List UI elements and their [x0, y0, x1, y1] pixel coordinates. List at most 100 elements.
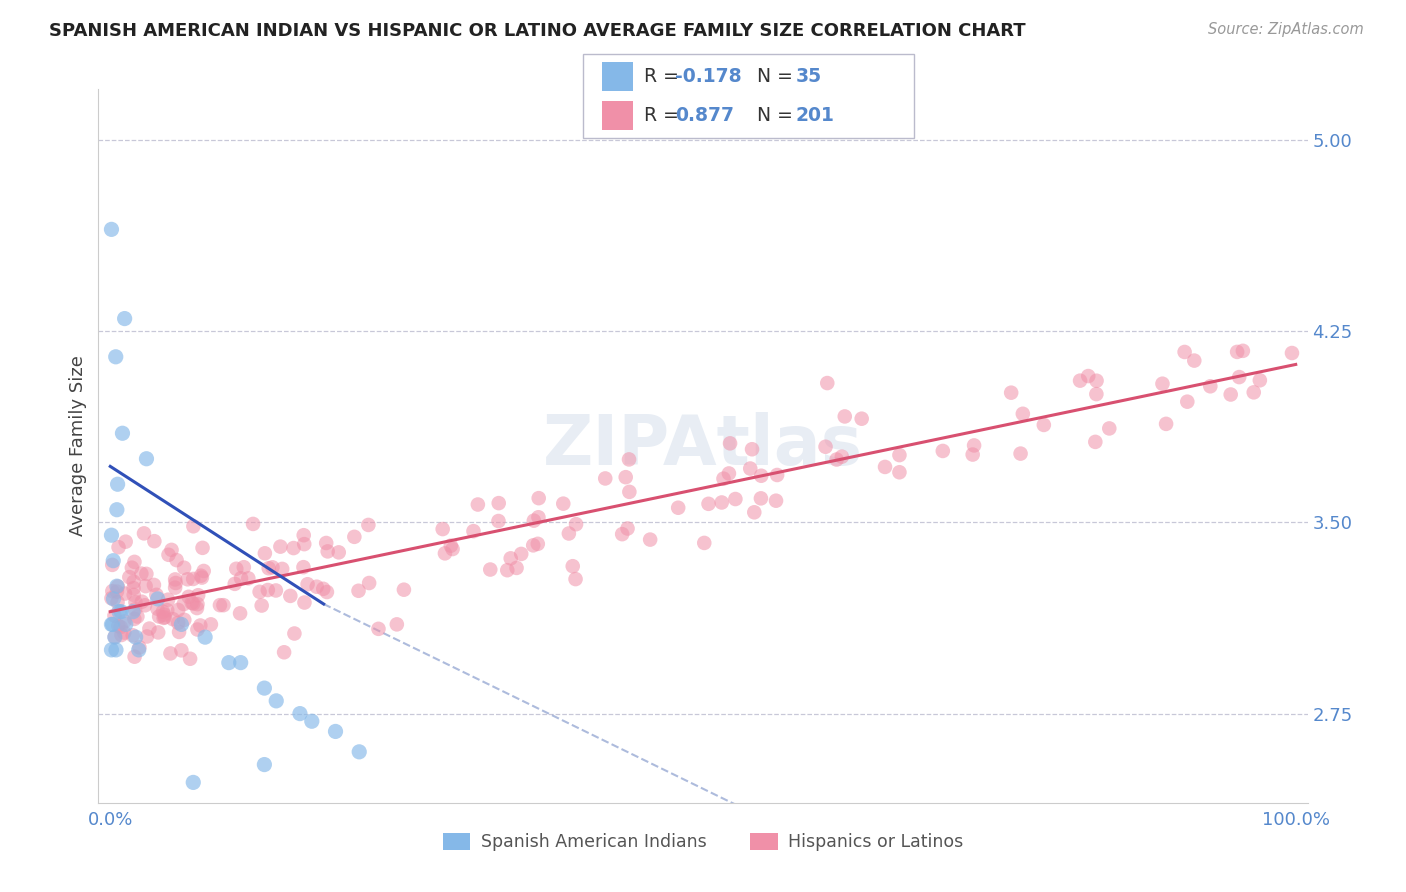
Point [100, 617, 122, 632]
Point [1174, 345, 1197, 359]
Point [250, 599, 273, 613]
Point [124, 595, 146, 609]
Point [110, 620, 132, 634]
Point [873, 459, 896, 474]
Point [1219, 387, 1241, 401]
Point [697, 497, 720, 511]
Point [157, 592, 180, 607]
Point [316, 585, 339, 599]
Point [114, 311, 136, 326]
Point [121, 560, 143, 574]
Point [128, 643, 150, 657]
Point [105, 579, 128, 593]
Point [742, 505, 765, 519]
Point [160, 542, 183, 557]
Point [479, 562, 502, 576]
Point [1249, 373, 1271, 387]
Point [122, 581, 145, 595]
Point [963, 438, 986, 452]
Point [105, 502, 128, 516]
Point [135, 451, 157, 466]
Point [124, 630, 146, 644]
Point [271, 562, 294, 576]
Point [1010, 447, 1032, 461]
Point [505, 561, 527, 575]
Point [553, 497, 575, 511]
Point [262, 560, 284, 574]
Point [224, 577, 246, 591]
Point [191, 571, 214, 585]
Text: N =: N = [745, 106, 799, 125]
Point [741, 442, 763, 457]
Point [527, 491, 550, 505]
Point [693, 536, 716, 550]
Point [305, 580, 328, 594]
Point [825, 452, 848, 467]
Point [283, 626, 305, 640]
Point [100, 528, 122, 542]
Point [170, 643, 193, 657]
Point [889, 448, 911, 462]
Point [718, 436, 741, 450]
Text: 35: 35 [796, 67, 823, 86]
Point [114, 534, 136, 549]
Point [619, 484, 641, 499]
Point [153, 607, 176, 622]
Point [100, 643, 122, 657]
Point [253, 546, 276, 560]
Point [152, 611, 174, 625]
Point [135, 579, 157, 593]
Point [717, 467, 740, 481]
Point [186, 597, 208, 611]
Point [283, 541, 305, 555]
Point [297, 577, 319, 591]
Point [558, 526, 581, 541]
Point [1011, 407, 1033, 421]
Text: ZIPAtlas: ZIPAtlas [543, 412, 863, 480]
Point [488, 496, 510, 510]
Point [740, 461, 762, 475]
Point [190, 568, 212, 582]
Legend: Spanish American Indians, Hispanics or Latinos: Spanish American Indians, Hispanics or L… [436, 826, 970, 858]
Point [229, 571, 252, 585]
Point [165, 573, 187, 587]
Point [101, 584, 124, 599]
Point [264, 583, 287, 598]
Point [143, 534, 166, 549]
Point [292, 537, 315, 551]
Point [257, 582, 280, 597]
Point [522, 538, 544, 552]
Point [212, 598, 235, 612]
Point [122, 574, 145, 589]
Point [1069, 374, 1091, 388]
Point [131, 595, 153, 609]
Point [831, 450, 853, 464]
Point [186, 623, 208, 637]
Point [194, 630, 217, 644]
Point [108, 605, 131, 619]
Point [713, 472, 735, 486]
Point [107, 477, 129, 491]
Point [1085, 374, 1108, 388]
Point [316, 544, 339, 558]
Point [165, 576, 187, 591]
Point [118, 570, 141, 584]
Point [200, 617, 222, 632]
Point [347, 583, 370, 598]
Point [614, 470, 637, 484]
Point [343, 530, 366, 544]
Point [101, 558, 124, 572]
Point [225, 562, 247, 576]
Point [499, 551, 522, 566]
Point [851, 411, 873, 425]
Point [159, 647, 181, 661]
Point [510, 547, 533, 561]
Point [208, 598, 231, 612]
Point [170, 617, 193, 632]
Point [269, 540, 291, 554]
Point [111, 426, 134, 441]
Point [124, 649, 146, 664]
Point [187, 588, 209, 602]
Point [128, 640, 150, 655]
Point [186, 601, 208, 615]
